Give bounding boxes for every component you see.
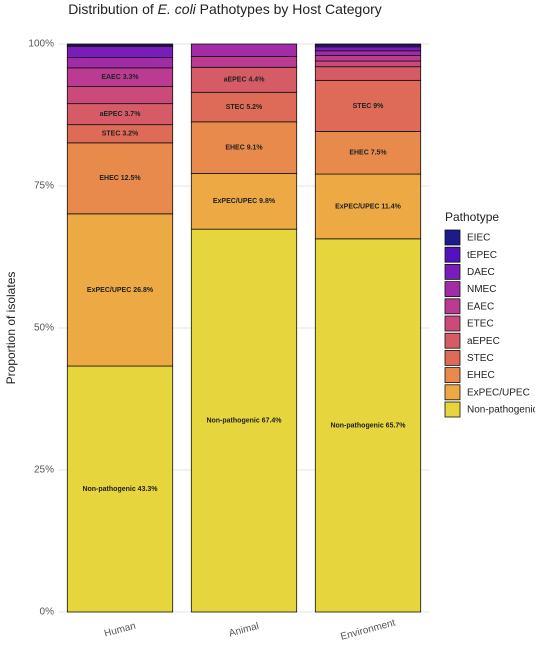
legend-label: EIEC — [467, 233, 490, 244]
data-label: ExPEC/UPEC 9.8% — [213, 198, 276, 205]
legend-title: Pathotype — [445, 210, 499, 224]
legend-label: ETEC — [467, 319, 494, 330]
legend-key — [444, 263, 461, 280]
legend-label: EAEC — [467, 301, 494, 312]
bar-segment — [190, 56, 298, 68]
data-label: Non-pathogenic 65.7% — [330, 422, 406, 429]
bar-segment — [190, 66, 298, 93]
data-label: STEC 9% — [353, 103, 385, 110]
title-part: Distribution of — [68, 1, 157, 17]
bar-segment — [314, 54, 422, 62]
chart-title: Distribution of E. coli Pathotypes by Ho… — [68, 1, 382, 17]
bar-segment — [190, 121, 298, 174]
bar-segment — [314, 43, 422, 46]
bar-segment — [190, 91, 298, 123]
bar-segment — [66, 365, 174, 613]
x-tick-label: Animal — [228, 621, 260, 640]
y-axis-label: Proportion of isolates — [4, 272, 18, 385]
legend-key — [444, 229, 461, 246]
legend-key — [444, 281, 461, 298]
title-part: E. coli — [158, 1, 197, 17]
legend-label: ExPEC/UPEC — [467, 387, 530, 398]
legend-label: NMEC — [467, 284, 496, 295]
legend-label: tEPEC — [467, 250, 497, 261]
y-tick-label: 75% — [34, 181, 54, 192]
data-label: ExPEC/UPEC 11.4% — [335, 203, 402, 210]
bar-segment — [314, 238, 422, 613]
data-label: aEPEC 3.7% — [100, 111, 142, 118]
legend-label: aEPEC — [467, 336, 500, 347]
legend-key — [444, 384, 461, 401]
bar-segment — [190, 43, 298, 57]
bar-segment — [314, 79, 422, 132]
legend-key — [444, 332, 461, 349]
legend-label: Non-pathogenic — [467, 405, 535, 416]
legend-key — [444, 298, 461, 315]
legend-key — [444, 349, 461, 366]
x-tick-label: Environment — [339, 618, 396, 643]
bar-segment — [314, 66, 422, 81]
legend-label: EHEC — [467, 370, 495, 381]
bar-segment — [190, 228, 298, 613]
x-tick-label: Human — [103, 621, 137, 640]
data-label: EHEC 12.5% — [99, 175, 141, 182]
data-label: Non-pathogenic 67.4% — [206, 417, 282, 424]
bar-segment — [66, 57, 174, 69]
legend-key — [444, 367, 461, 384]
bar-segment — [314, 60, 422, 68]
bar-segment — [314, 173, 422, 240]
legend-key — [444, 401, 461, 418]
legend-key — [444, 315, 461, 332]
y-tick-label: 100% — [28, 39, 54, 50]
bar-segment — [66, 86, 174, 105]
data-label: EAEC 3.3% — [101, 74, 139, 81]
title-part: Pathotypes by Host Category — [196, 1, 382, 17]
legend-key — [444, 246, 461, 263]
bar-segment — [190, 173, 298, 230]
bar-segment — [314, 50, 422, 56]
data-label: STEC 3.2% — [102, 131, 139, 138]
bar-segment — [66, 213, 174, 367]
legend-label: STEC — [467, 353, 494, 364]
legend-label: DAEC — [467, 267, 495, 278]
data-label: ExPEC/UPEC 26.8% — [87, 287, 154, 294]
y-tick-label: 25% — [34, 465, 54, 476]
data-label: aEPEC 4.4% — [224, 77, 266, 84]
data-label: Non-pathogenic 43.3% — [82, 486, 158, 493]
y-tick-label: 0% — [40, 607, 55, 618]
bar-segment — [66, 45, 174, 59]
y-tick-label: 50% — [34, 323, 54, 334]
bar-segment — [314, 46, 422, 52]
bar-segment — [314, 131, 422, 175]
data-label: EHEC 9.1% — [225, 145, 263, 152]
data-label: EHEC 7.5% — [349, 150, 387, 157]
data-label: STEC 5.2% — [226, 104, 263, 111]
bar-segment — [66, 43, 174, 46]
